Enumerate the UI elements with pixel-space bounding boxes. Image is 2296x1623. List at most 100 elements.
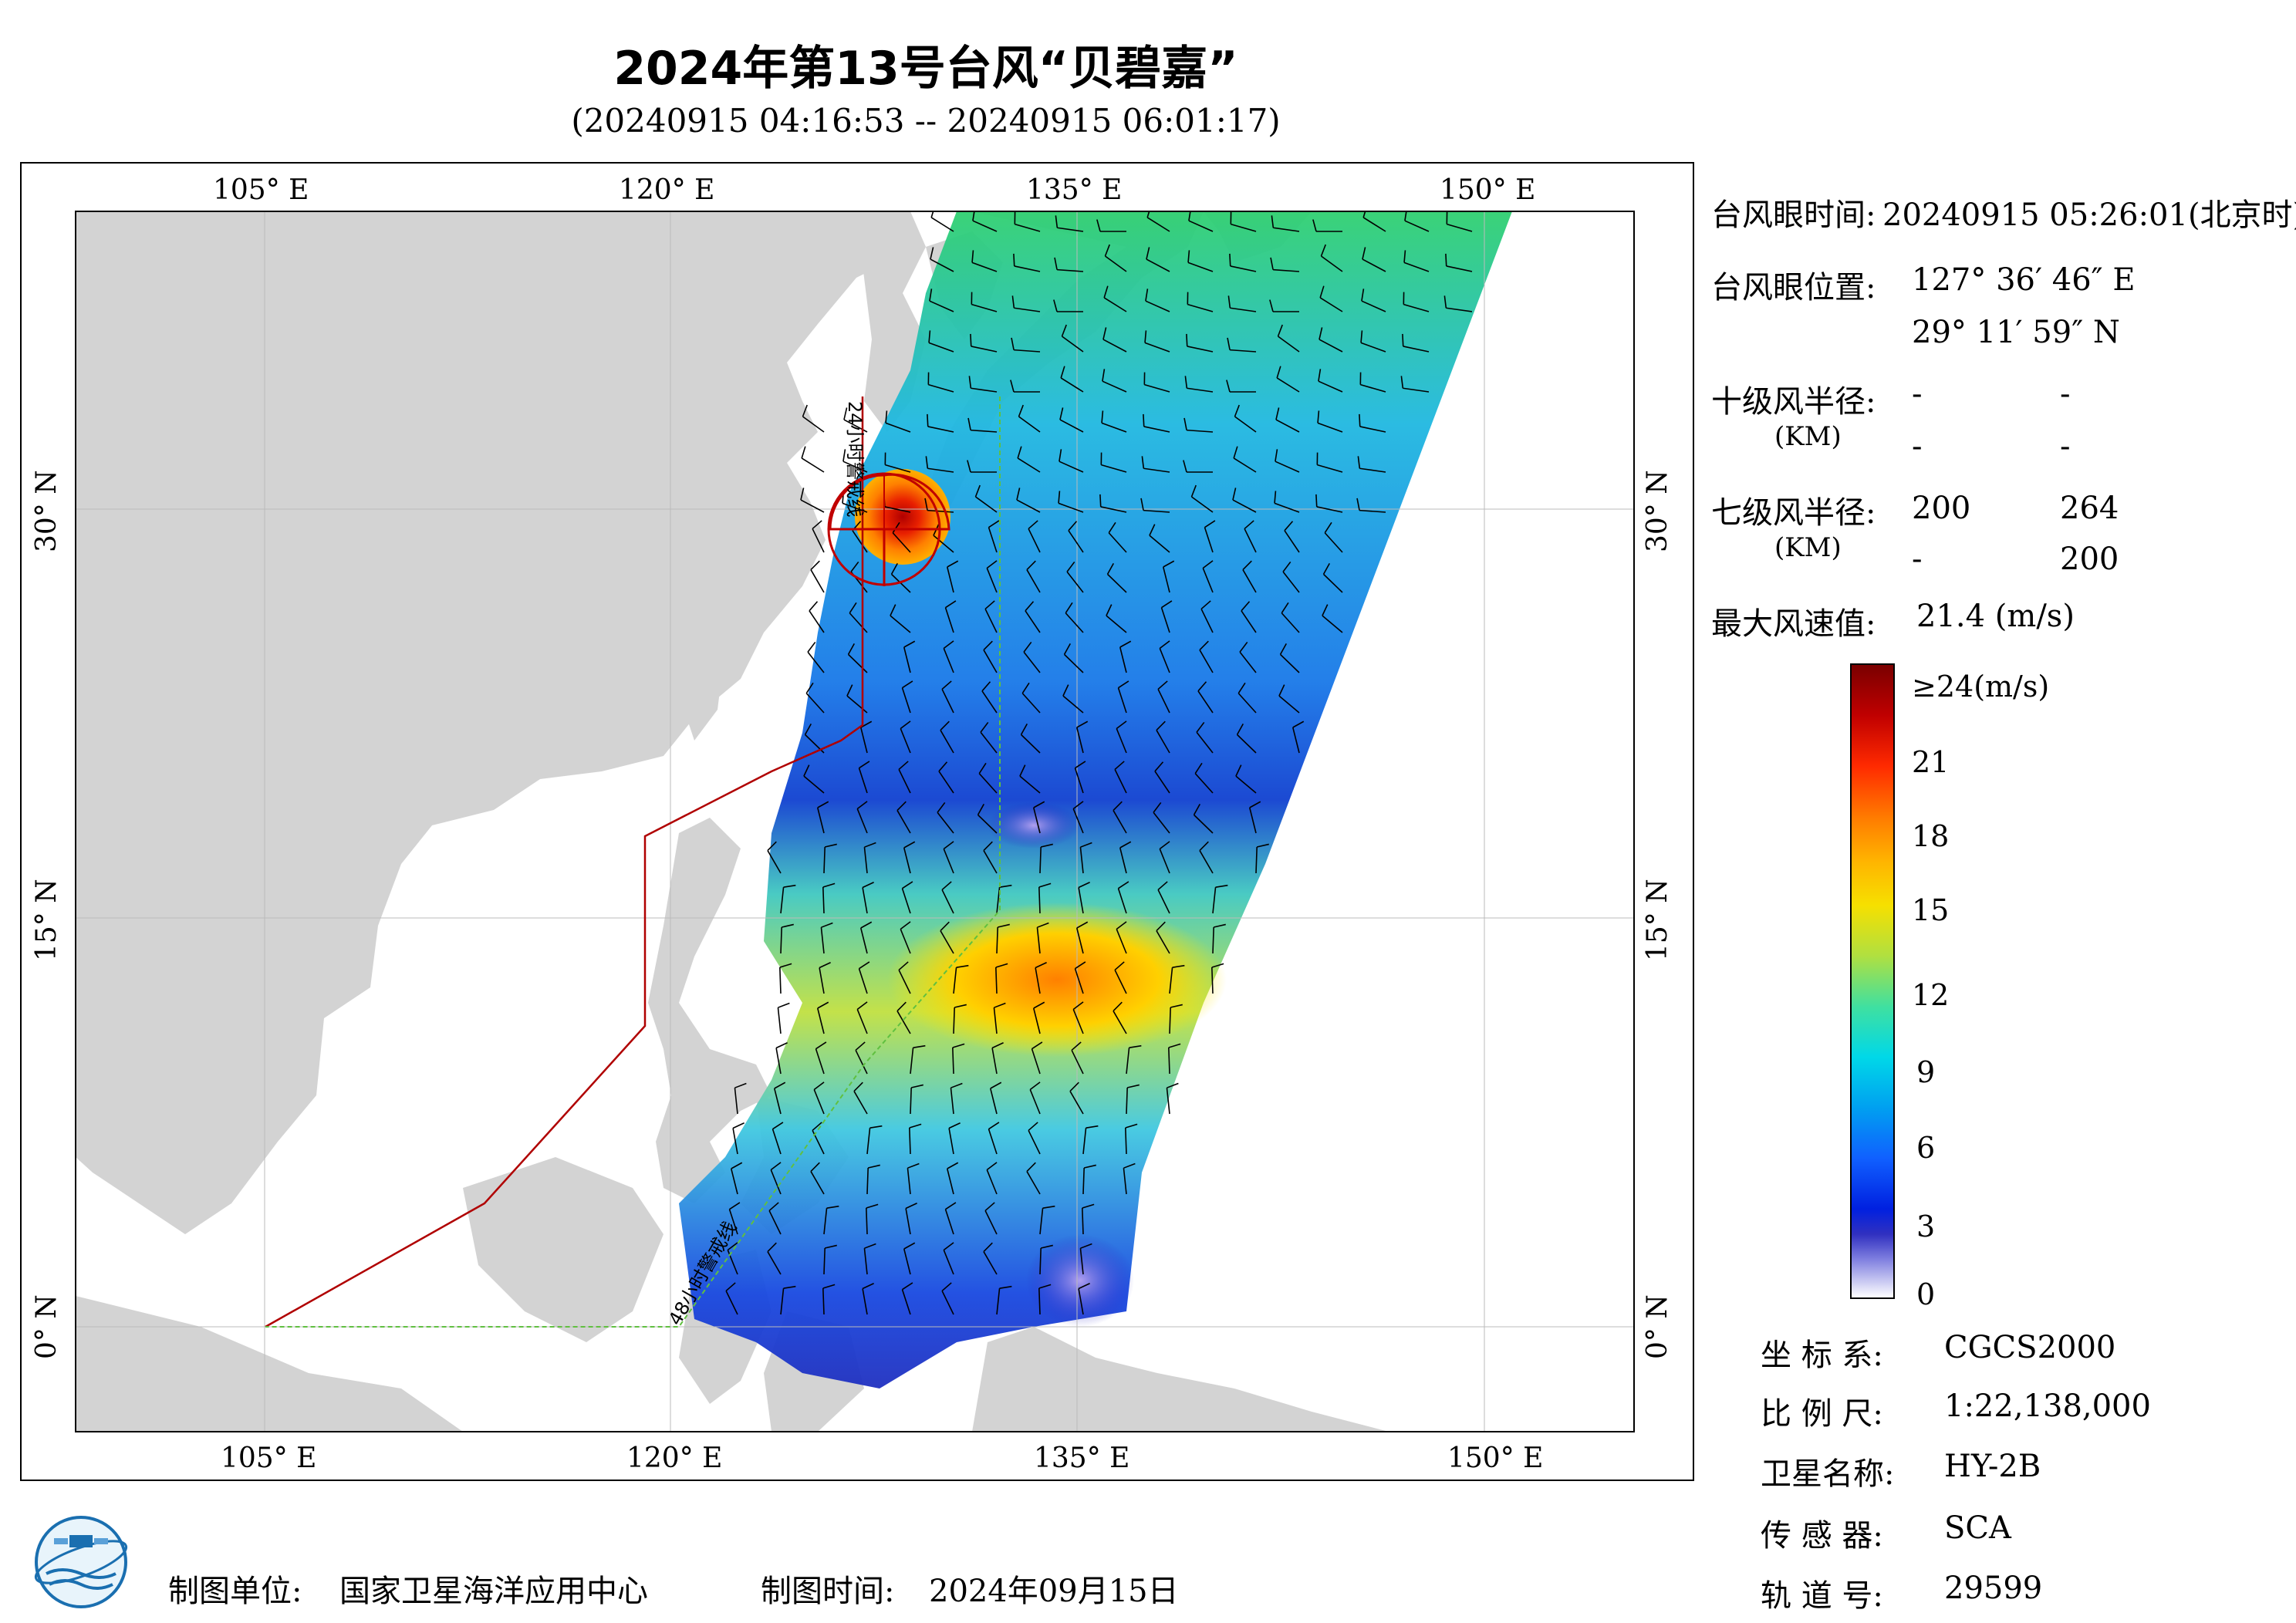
wind-barb [937,812,954,834]
wind-barb [928,342,954,353]
wind-barb [1204,527,1214,553]
wind-barb-feather [821,922,833,928]
wind-barb-feather [1320,244,1326,257]
wind-barb-feather [1359,413,1361,427]
wind-barb [815,1048,825,1075]
wind-barb-feather [1035,962,1047,969]
wind-barb-feather [860,921,873,929]
wind-barb [1143,467,1170,473]
wind-barb [1038,886,1041,914]
lat-tick-right-0: 0° N [1642,1294,1673,1359]
wind-barb [1230,349,1257,353]
wind-barb [858,768,868,794]
wind-barb-feather [1270,257,1274,270]
wind-barb [933,535,954,553]
wind-barb [1162,566,1170,593]
wind-barb-feather [1157,680,1168,690]
wind-barb-feather [822,1284,836,1289]
wind-barb-feather [909,1123,922,1129]
wind-barb-feather [1356,498,1360,511]
wind-barb [1026,1171,1041,1195]
wind-barb [1241,610,1257,633]
wind-barb [983,1251,998,1275]
wind-barb [941,689,954,714]
wind-barb-feather [1156,921,1166,932]
satellite-value: HY-2B [1944,1449,2041,1484]
wind-barb-feather [1144,330,1147,343]
wind-barb [822,886,825,914]
wind-barb-feather [995,963,1008,968]
wind-barb-feather [950,1082,963,1088]
wind-barb [863,1248,868,1275]
wind-barb [1103,297,1127,312]
wind-barb [1281,612,1300,633]
wind-barb-feather [967,460,971,473]
wind-barb-feather [1129,1044,1142,1048]
wind-barb [903,847,911,874]
wind-barb [862,887,868,914]
lat-tick-right-30: 30° N [1642,470,1673,552]
wind-barb-feather [986,1162,998,1171]
wind-barb-feather [1279,643,1287,655]
wind-barb [1021,693,1041,714]
wind-barb [1079,1248,1084,1275]
nsoas-logo-icon [34,1516,128,1608]
legend-label-9: 9 [1916,1055,1936,1089]
wind-barb [810,569,825,593]
wind-barb [1187,429,1214,433]
wind-barb [1362,217,1386,232]
wind-barb-feather [1271,215,1275,228]
eye-pos-label: 台风眼位置: [1711,270,1876,305]
wind-barb [1273,268,1300,272]
wind-barb [1194,773,1214,794]
wind-barb [1292,727,1300,754]
wind-barb [984,609,998,633]
wind-barb [1187,262,1214,272]
wind-barb [772,1129,782,1155]
warning-line-48h [265,396,1001,1328]
wind-barb [885,422,911,433]
wind-barb [1202,568,1214,593]
wind-barb-feather [732,1122,745,1129]
wind-barb-feather [1102,327,1107,340]
wind-barb [943,849,954,874]
wind-barb [944,607,954,633]
wind-barb-feather [967,417,971,430]
wind-barb-feather [856,1001,868,1011]
wind-barb [1318,380,1343,393]
wind-barb-feather [1118,680,1129,689]
wind-barb-feather [1055,215,1059,228]
wind-barb-feather [1227,337,1231,350]
wind-barb [1116,728,1127,754]
wind-barb [1230,307,1257,312]
wind-barb [1316,506,1343,513]
wind-barb [1447,223,1473,232]
wind-barb-feather [1360,330,1363,343]
wind-barb-feather [1038,882,1052,888]
wind-barb-feather [1197,681,1207,692]
wind-barb [1106,573,1127,593]
wind-barb [946,1168,954,1195]
wind-barb-feather [1282,561,1292,572]
wind-barb-feather [825,843,837,848]
wind-barb [1273,227,1300,232]
wind-barb-feather [767,1242,777,1253]
wind-barb [1117,888,1127,914]
wind-barb [1029,1089,1041,1115]
wind-barb [898,970,911,994]
wind-barb [1362,258,1386,272]
wind-barb-feather [1076,921,1089,929]
wind-barb [1017,457,1041,473]
map-title: 2024年第13号台风“贝碧嘉” [613,42,1238,96]
wind-barb-feather [1041,1244,1053,1249]
wind-barb [903,646,911,673]
r10-value-ne: - [1912,376,1923,412]
wind-barb [1028,528,1041,553]
wind-barb-feather [999,1285,1012,1289]
wind-barb [941,1291,954,1315]
wind-barb-feather [1017,446,1022,459]
wind-barb [1032,807,1041,834]
wind-barb-feather [1011,295,1015,309]
wind-barb [1282,571,1300,593]
wind-barb [1123,1168,1127,1195]
